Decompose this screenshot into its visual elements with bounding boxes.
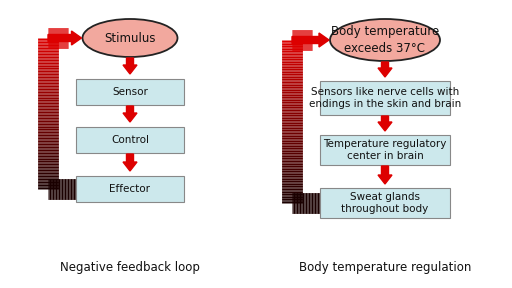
Text: Body temperature
exceeds 37°C: Body temperature exceeds 37°C — [331, 26, 439, 54]
Text: Sweat glands
throughout body: Sweat glands throughout body — [342, 192, 429, 214]
FancyArrow shape — [123, 106, 137, 122]
Text: Sensor: Sensor — [112, 87, 148, 97]
Text: Body temperature regulation: Body temperature regulation — [299, 262, 471, 274]
FancyArrow shape — [292, 33, 329, 47]
FancyBboxPatch shape — [76, 79, 184, 105]
Text: Negative feedback loop: Negative feedback loop — [60, 262, 200, 274]
FancyArrow shape — [48, 31, 81, 45]
FancyBboxPatch shape — [320, 135, 450, 165]
FancyArrow shape — [123, 58, 137, 74]
Ellipse shape — [82, 19, 178, 57]
FancyArrow shape — [378, 166, 392, 184]
Ellipse shape — [330, 19, 440, 61]
FancyBboxPatch shape — [76, 127, 184, 153]
FancyBboxPatch shape — [320, 81, 450, 115]
Text: Stimulus: Stimulus — [104, 31, 156, 45]
Text: Control: Control — [111, 135, 149, 145]
Text: Effector: Effector — [110, 184, 151, 194]
Text: Temperature regulatory
center in brain: Temperature regulatory center in brain — [323, 139, 446, 161]
FancyArrow shape — [378, 116, 392, 131]
FancyArrow shape — [378, 62, 392, 77]
FancyBboxPatch shape — [320, 188, 450, 218]
FancyBboxPatch shape — [76, 176, 184, 202]
FancyArrow shape — [123, 154, 137, 171]
Text: Sensors like nerve cells with
endings in the skin and brain: Sensors like nerve cells with endings in… — [309, 87, 461, 109]
